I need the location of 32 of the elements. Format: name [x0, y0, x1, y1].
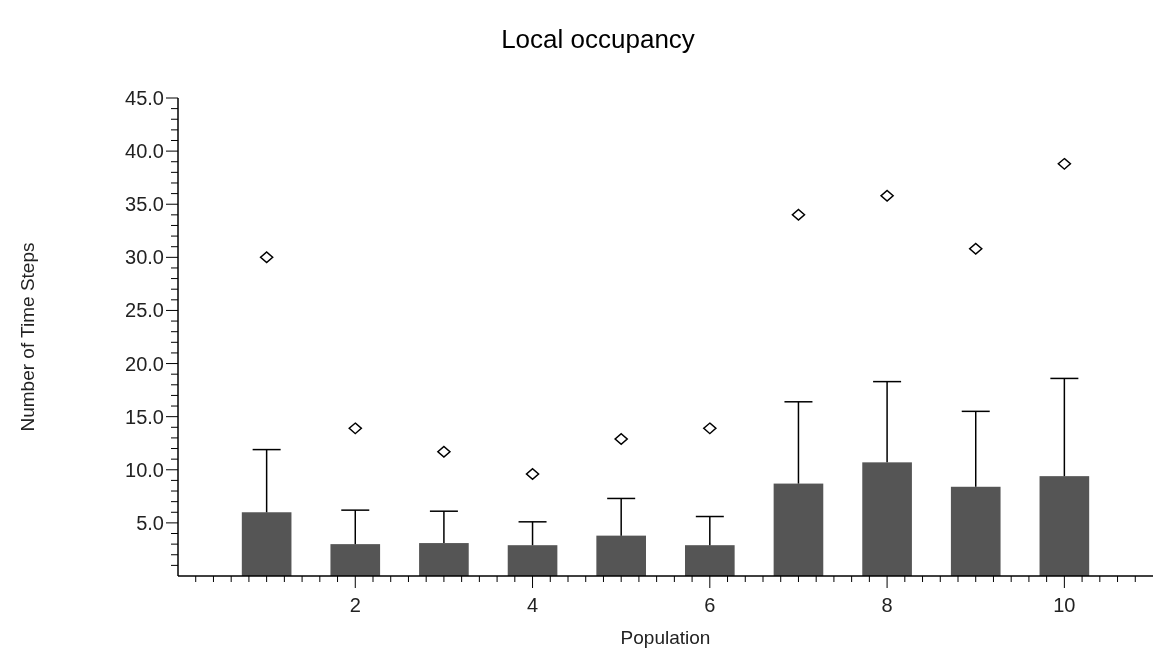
y-tick-label: 25.0 [125, 299, 164, 322]
x-tick-label: 4 [526, 594, 539, 616]
y-tick-label: 35.0 [125, 193, 164, 216]
bar [1039, 476, 1090, 576]
x-tick-label: 6 [704, 594, 716, 616]
y-axis-title: Number of Time Steps [17, 242, 38, 432]
bar [773, 483, 824, 576]
y-tick-label: 20.0 [125, 352, 164, 375]
x-axis-title: Population [620, 627, 711, 648]
point [791, 208, 806, 221]
bar [862, 462, 912, 576]
y-tick-label: 5.0 [136, 511, 164, 534]
point [348, 422, 363, 435]
bar [685, 545, 735, 576]
bar [241, 512, 292, 576]
y-tick-label: 40.0 [125, 140, 164, 163]
bar [330, 544, 381, 576]
bar [596, 535, 646, 576]
x-tick-label: 10 [1053, 594, 1076, 616]
y-tick-label: 30.0 [125, 246, 164, 269]
x-tick-label: 8 [881, 594, 893, 616]
chart-title: Local occupancy [501, 24, 695, 54]
bar [950, 486, 1001, 576]
point [614, 433, 628, 445]
y-tick-label: 10.0 [125, 458, 164, 481]
y-tick-label: 45.0 [125, 87, 164, 109]
bar [419, 543, 469, 576]
point [968, 242, 983, 255]
y-tick-label: 15.0 [125, 405, 164, 428]
point [259, 251, 274, 264]
x-tick-label: 2 [349, 594, 361, 616]
bar [507, 545, 558, 576]
